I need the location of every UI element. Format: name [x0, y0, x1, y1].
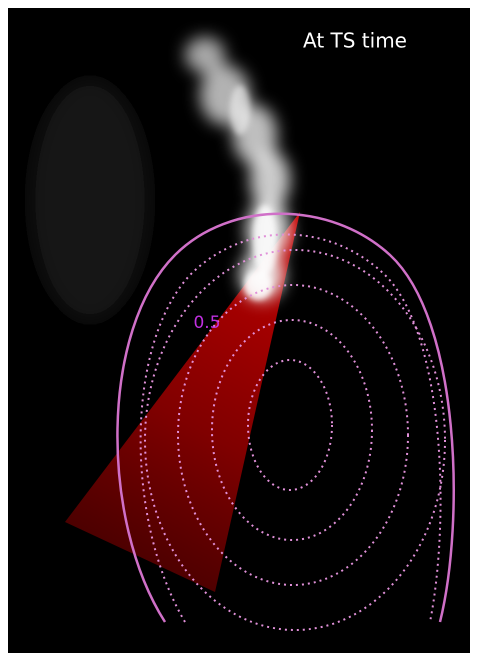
plume-core [230, 85, 277, 300]
caption: At TS time [303, 29, 407, 53]
contour-label: 0.5 [193, 313, 220, 333]
flux-surfaces [139, 233, 446, 631]
view-wedge [65, 212, 300, 592]
glow [30, 80, 150, 320]
separatrix [116, 212, 455, 623]
